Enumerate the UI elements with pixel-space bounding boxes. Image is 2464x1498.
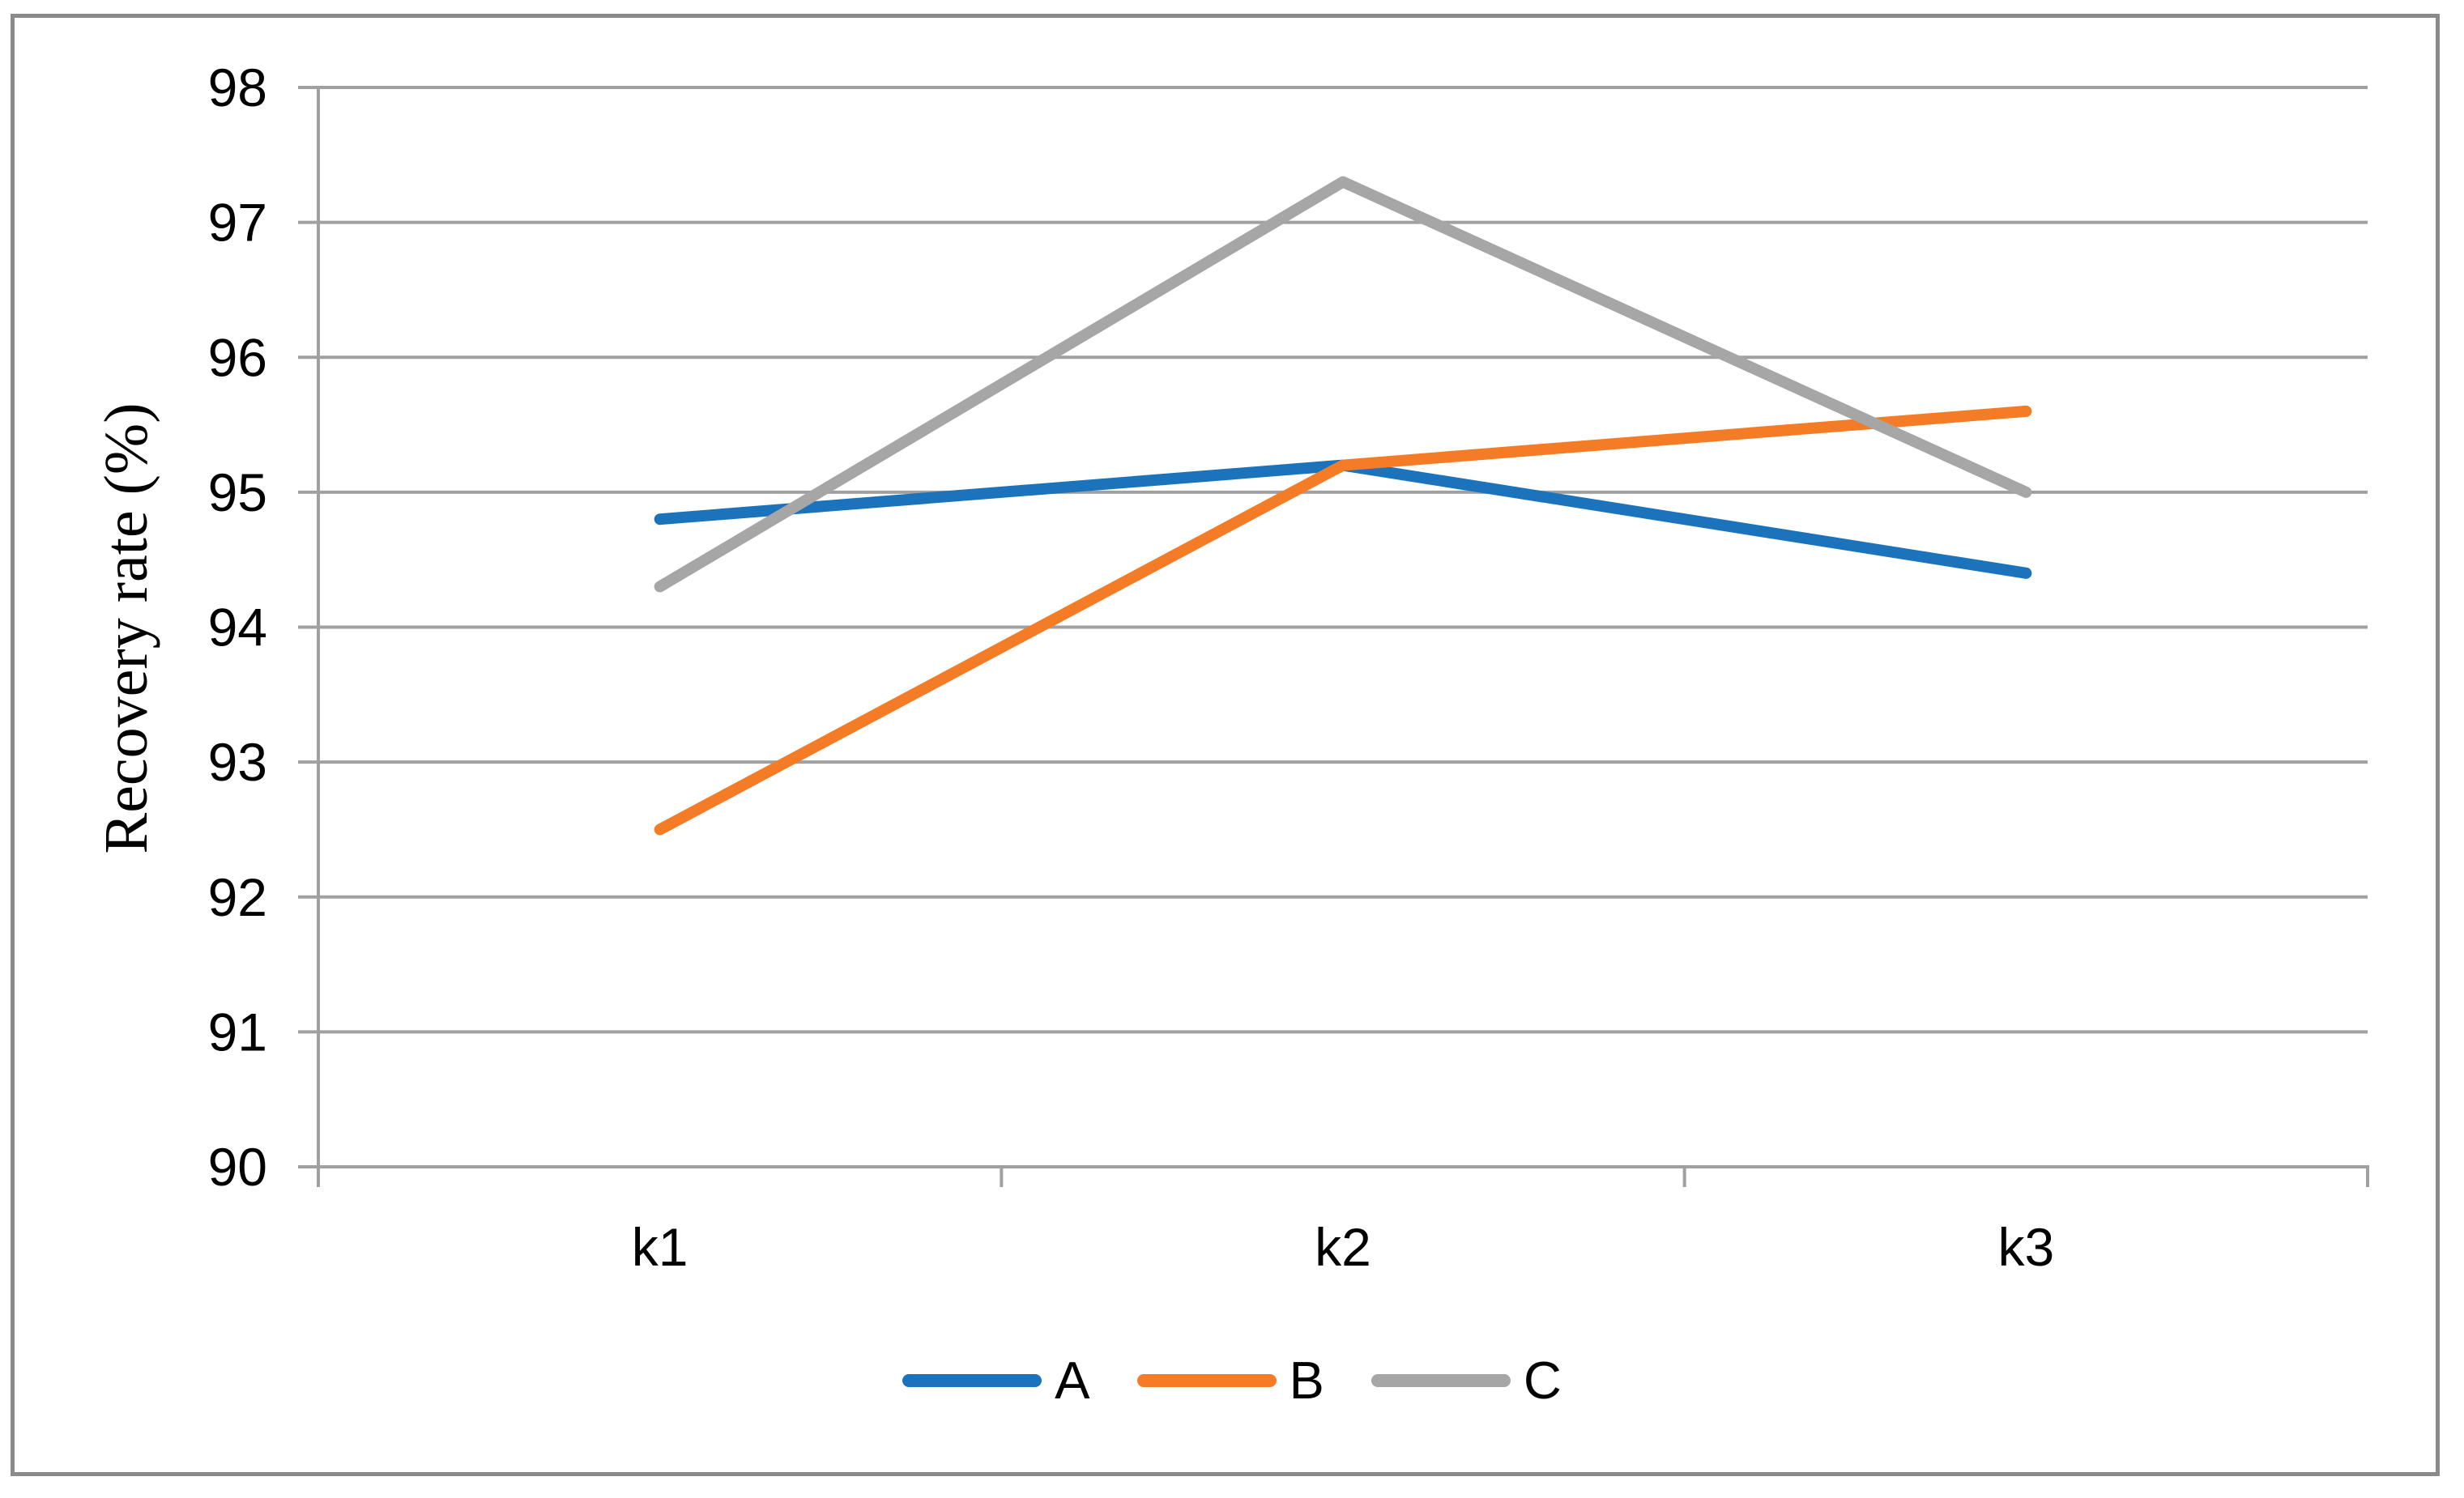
series-line-B (654, 405, 2032, 836)
y-tick-label: 95 (208, 462, 267, 522)
label-layer: 90 91 92 93 94 95 96 97 98 k1 k2 k3 (208, 57, 2055, 1277)
y-tick-label: 94 (208, 598, 267, 658)
y-tick-label: 90 (208, 1137, 267, 1197)
y-tick-label: 92 (208, 867, 267, 927)
legend-label-C: C (1523, 1351, 1562, 1410)
legend-label-A: A (1055, 1351, 1090, 1410)
y-tick-label: 91 (208, 1002, 267, 1062)
legend-swatch-C (1371, 1373, 1511, 1387)
y-tick-label: 93 (208, 732, 267, 792)
grid-layer (318, 86, 2368, 1168)
y-tick-label: 97 (208, 193, 267, 253)
series-layer (654, 176, 2032, 836)
x-axis-label-k1: k1 (632, 1217, 688, 1277)
legend-swatch-B (1136, 1373, 1277, 1387)
y-tick-label: 96 (208, 327, 267, 387)
series-line-C (654, 176, 2032, 593)
legend-item-C: C (1371, 1354, 1562, 1407)
x-axis-label-k3: k3 (1997, 1217, 2054, 1277)
x-axis-label-k2: k2 (1315, 1217, 1371, 1277)
legend-label-B: B (1289, 1351, 1324, 1410)
legend-item-A: A (902, 1351, 1090, 1410)
axis-layer (298, 86, 2369, 1187)
legend: A B C (0, 1354, 2464, 1407)
y-tick-label: 98 (208, 57, 267, 117)
legend-swatch-A (902, 1373, 1042, 1387)
chart-border (11, 14, 2440, 1476)
y-axis-title: Recovery rate (%) (92, 402, 160, 853)
series-line-A (654, 459, 2032, 579)
legend-item-B: B (1136, 1351, 1324, 1410)
